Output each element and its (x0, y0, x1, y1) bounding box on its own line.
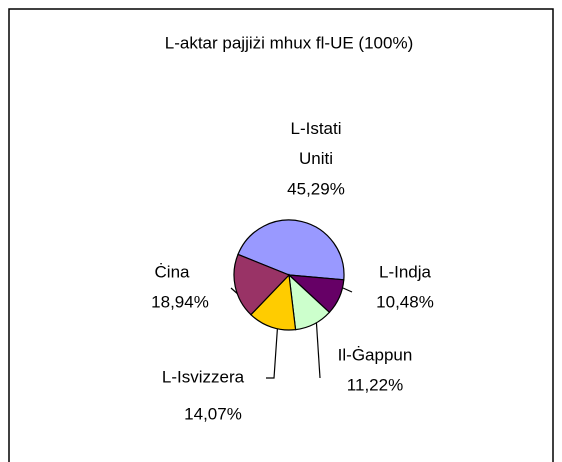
slice-value-label: 45,29% (287, 179, 345, 198)
slice-label: Ċina (155, 261, 191, 281)
slice-label: Il-Ġappun (338, 344, 413, 364)
leader-line (266, 319, 279, 379)
leader-line (342, 287, 353, 293)
slice-label: L-Istati Uniti (290, 119, 341, 168)
leader-lines (230, 287, 353, 379)
slice-value-label: 14,07% (184, 404, 242, 423)
slice-value-label: 18,94% (151, 292, 209, 311)
leader-line (315, 315, 321, 379)
frame (8, 8, 554, 462)
slice-value-label: 11,22% (347, 375, 403, 394)
pie-slice (233, 253, 291, 316)
chart-title: L-aktar pajjiżi mhux fl-UE (100%) (165, 33, 413, 52)
slice-value-label: 10,48% (376, 292, 434, 311)
slice-label: L-Indja (379, 262, 432, 281)
slice-label: L-Isvizzera (162, 367, 245, 386)
